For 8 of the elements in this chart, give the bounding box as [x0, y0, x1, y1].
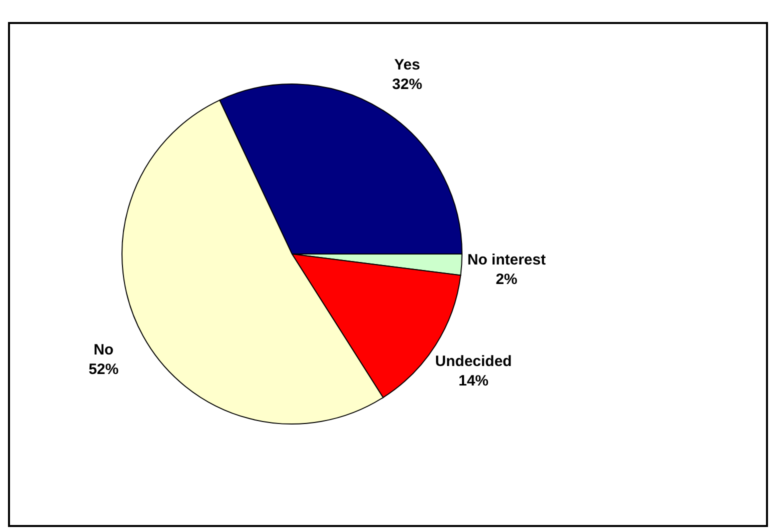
slice-label: Undecided — [435, 353, 512, 370]
data-label: 52% — [88, 361, 119, 378]
slice-label: Yes — [394, 56, 420, 74]
data-label: 32% — [392, 76, 422, 93]
slice-label: No interest — [467, 252, 546, 268]
data-label: 14% — [458, 372, 489, 390]
slice-label: No — [94, 342, 114, 359]
data-label: 2% — [496, 271, 518, 288]
